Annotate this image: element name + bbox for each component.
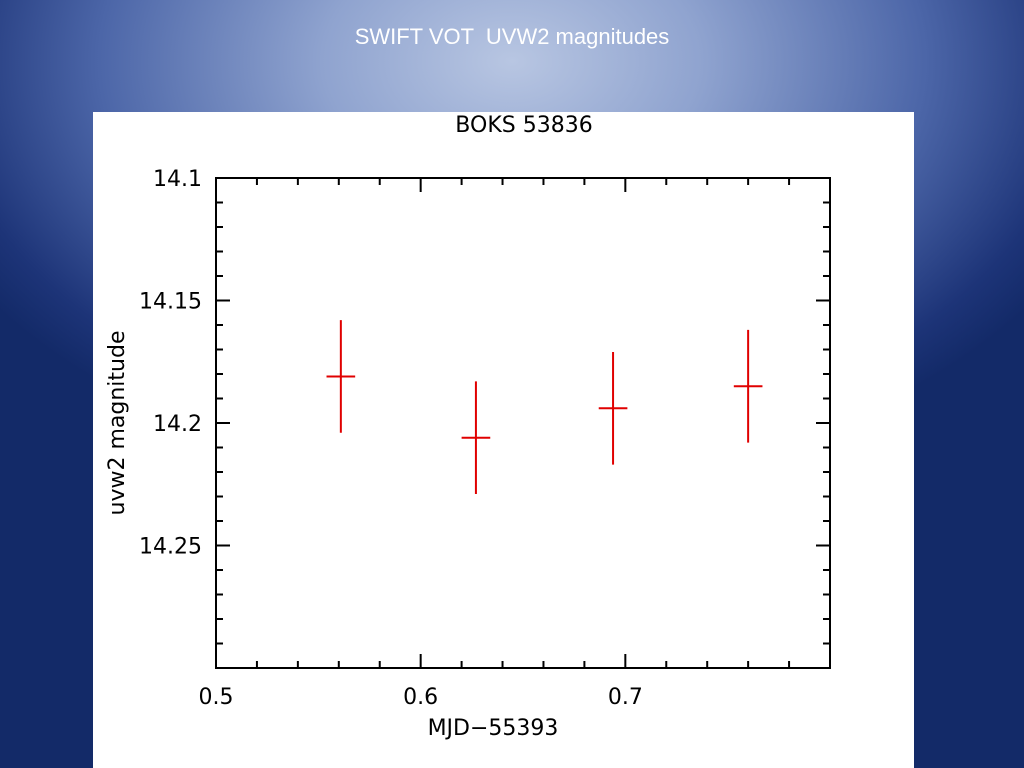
slide-title: SWIFT VOT UVW2 magnitudes [354, 24, 670, 49]
y-tick-label: 14.1 [153, 167, 202, 192]
axis-ticks [215, 177, 831, 669]
chart-title: BOKS 53836 [455, 113, 592, 138]
data-point [461, 381, 491, 495]
x-tick-label: 0.7 [608, 685, 643, 710]
y-tick-label: 14.2 [153, 412, 202, 437]
data-point [733, 329, 763, 443]
chart: BOKS 53836 0.5 0.6 0.7 14.1 14.15 14.2 14.25 M… [105, 113, 831, 741]
data-point [598, 351, 628, 465]
data-points [326, 320, 763, 495]
y-axis-label: uvw2 magnitude [105, 331, 130, 516]
data-point [326, 320, 356, 433]
x-axis-label: MJD−55393 [428, 716, 559, 741]
plot-frame [215, 177, 831, 669]
x-tick-label: 0.6 [403, 685, 438, 710]
tick-labels: 0.5 0.6 0.7 14.1 14.15 14.2 14.25 [139, 167, 643, 710]
y-tick-label: 14.25 [139, 535, 202, 560]
x-tick-label: 0.5 [199, 685, 234, 710]
y-tick-label: 14.15 [139, 290, 202, 315]
plot-panel: BOKS 53836 0.5 0.6 0.7 14.1 14.15 14.2 14.25 M… [93, 112, 914, 768]
